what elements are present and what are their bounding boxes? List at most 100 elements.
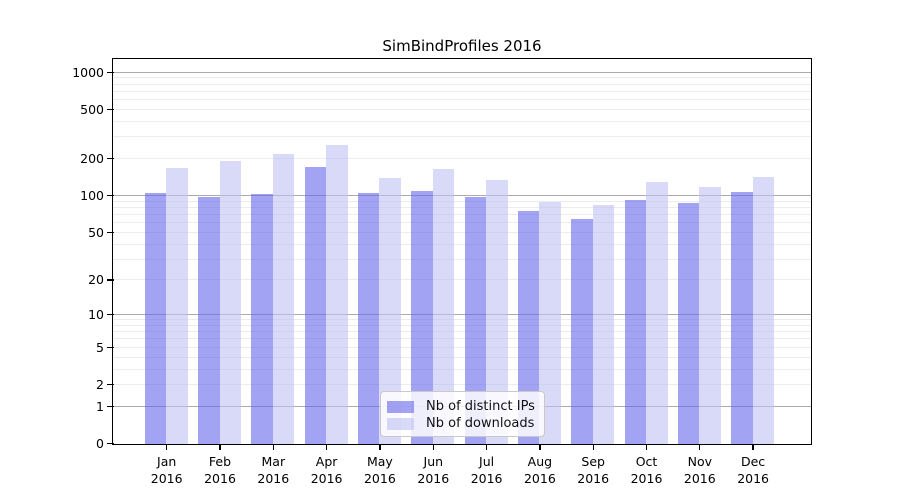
bar-distinct-ips-apr: [304, 167, 327, 444]
x-tick-jun: [432, 445, 434, 450]
bar-downloads-jul: [486, 180, 508, 444]
y-tick-10: [106, 313, 114, 316]
y-gridline-minor-60: [113, 222, 811, 224]
x-tick-label-jul: Jul 2016: [460, 453, 514, 487]
bar-distinct-ips-mar: [251, 194, 273, 444]
x-tick-label-month-mar: Mar: [261, 454, 286, 469]
y-gridline-major-100: [113, 195, 811, 196]
y-tick-label-0: 0: [96, 436, 104, 451]
x-tick-label-sep: Sep 2016: [566, 453, 620, 487]
x-tick-label-year-may: 2016: [363, 471, 396, 486]
y-gridline-minor-6: [113, 338, 811, 340]
x-tick-label-month-aug: Aug: [527, 454, 553, 469]
x-tick-dec: [752, 445, 754, 450]
y-gridline-minor-3: [113, 368, 811, 370]
y-tick-label-500: 500: [80, 101, 104, 117]
x-tick-nov: [699, 445, 701, 450]
legend-row-downloads: Nb of downloads: [387, 416, 536, 431]
y-gridline-minor-500: [113, 108, 811, 110]
bar-distinct-ips-jun: [411, 191, 433, 444]
bar-distinct-ips-may: [357, 193, 380, 444]
y-gridline-minor-2: [113, 384, 811, 385]
y-gridline-minor-40: [113, 243, 811, 245]
x-tick-jul: [485, 445, 488, 450]
x-tick-label-month-jun: Jun: [423, 454, 444, 469]
y-gridline-minor-90: [113, 200, 811, 202]
bar-distinct-ips-feb: [198, 196, 220, 444]
x-tick-label-nov: Nov 2016: [673, 453, 727, 487]
y-gridline-minor-800: [113, 83, 811, 85]
x-tick-label-year-feb: 2016: [204, 471, 236, 486]
x-tick-apr: [325, 445, 328, 450]
x-tick-label-month-dec: Dec: [740, 454, 766, 469]
y-gridline-minor-200: [113, 158, 811, 159]
y-gridline-minor-70: [113, 213, 811, 215]
x-tick-label-year-dec: 2016: [737, 471, 769, 486]
x-tick-sep: [592, 445, 594, 450]
y-tick-label-200: 200: [80, 151, 104, 166]
bar-downloads-may: [379, 178, 401, 444]
bar-downloads-sep: [592, 205, 615, 444]
x-tick-aug: [539, 445, 541, 450]
x-tick-label-month-oct: Oct: [635, 454, 658, 469]
y-gridline-minor-700: [113, 90, 811, 92]
bar-downloads-dec: [752, 177, 775, 444]
y-tick-100: [106, 194, 114, 197]
bar-distinct-ips-aug: [517, 210, 540, 444]
y-tick-label-5: 5: [96, 339, 104, 355]
y-gridline-minor-7: [113, 331, 811, 333]
chart-title: SimBindProfiles 2016: [382, 37, 542, 55]
x-tick-label-oct: Oct 2016: [620, 453, 674, 487]
y-tick-label-1: 1: [96, 398, 104, 414]
legend-swatch-downloads-icon: [387, 417, 414, 430]
legend-swatch-distinct-ips-icon: [387, 400, 414, 413]
x-tick-label-jun: Jun 2016: [406, 453, 460, 487]
y-gridline-minor-300: [113, 136, 811, 138]
x-tick-mar: [272, 445, 274, 450]
legend-label-distinct-ips: Nb of distinct IPs: [426, 399, 535, 414]
x-tick-label-apr: Apr 2016: [300, 453, 354, 487]
y-tick-200: [106, 157, 114, 160]
y-gridline-minor-5: [113, 346, 811, 348]
bar-distinct-ips-jan: [144, 193, 167, 444]
bar-downloads-aug: [539, 202, 561, 444]
x-tick-label-month-apr: Apr: [315, 454, 338, 469]
x-tick-label-year-jun: 2016: [417, 471, 450, 486]
y-gridline-major-10: [113, 314, 811, 316]
x-tick-label-month-jan: Jan: [157, 454, 177, 469]
y-tick-0: [106, 442, 114, 445]
x-tick-label-month-nov: Nov: [687, 454, 712, 469]
x-tick-label-year-oct: 2016: [630, 471, 663, 486]
y-tick-label-2: 2: [96, 377, 104, 392]
y-tick-label-100: 100: [80, 188, 104, 203]
x-tick-label-year-mar: 2016: [257, 471, 290, 486]
y-tick-2: [106, 383, 114, 386]
bar-downloads-apr: [326, 144, 348, 444]
bar-downloads-oct: [646, 182, 668, 444]
legend-label-downloads: Nb of downloads: [426, 416, 535, 431]
x-tick-label-may: May 2016: [353, 453, 407, 487]
x-tick-label-dec: Dec 2016: [726, 453, 780, 487]
x-tick-label-aug: Aug 2016: [513, 453, 567, 487]
y-tick-50: [106, 231, 114, 233]
x-tick-label-year-nov: 2016: [683, 471, 716, 486]
y-gridline-minor-9: [113, 319, 811, 321]
x-tick-label-jan: Jan 2016: [140, 453, 194, 487]
y-tick-label-50: 50: [88, 224, 104, 240]
legend-row-distinct-ips: Nb of distinct IPs: [387, 399, 536, 414]
y-gridline-minor-50: [113, 231, 811, 233]
y-tick-label-20: 20: [88, 272, 104, 288]
bar-downloads-jan: [166, 168, 188, 444]
bar-distinct-ips-sep: [571, 218, 593, 444]
x-tick-label-month-may: May: [366, 454, 393, 469]
x-tick-label-month-feb: Feb: [208, 454, 232, 469]
bar-distinct-ips-oct: [624, 200, 646, 444]
x-tick-feb: [219, 445, 221, 450]
bar-downloads-nov: [699, 187, 721, 444]
y-tick-5: [106, 346, 114, 348]
x-tick-label-year-apr: 2016: [310, 471, 343, 486]
bar-distinct-ips-dec: [731, 191, 753, 444]
y-tick-1000: [106, 71, 114, 73]
y-gridline-minor-8: [113, 324, 811, 326]
